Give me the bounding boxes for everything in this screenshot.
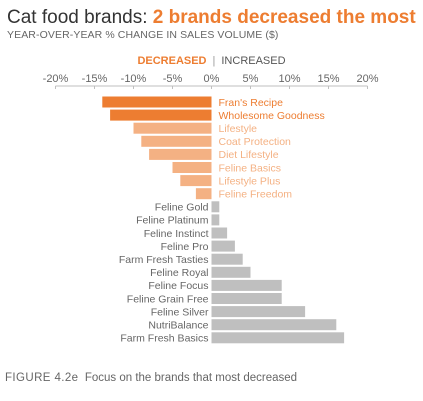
bar — [211, 279, 282, 291]
bar-label: Diet Lifestyle — [219, 149, 279, 161]
figure-caption: FIGURE 4.2e Focus on the brands that mos… — [5, 372, 297, 384]
bar-label: Feline Instinct — [144, 228, 209, 240]
chart-subtitle: YEAR-OVER-YEAR % CHANGE IN SALES VOLUME … — [7, 29, 279, 41]
x-tick-label: -5% — [163, 73, 183, 85]
bar — [211, 240, 235, 252]
bar — [211, 332, 345, 344]
x-tick-label: 5% — [243, 73, 259, 85]
bar-label: Feline Freedom — [219, 189, 293, 201]
bar-label: NutriBalance — [148, 320, 208, 332]
bar-label: Lifestyle Plus — [219, 175, 281, 187]
bar — [211, 253, 243, 265]
bar — [110, 109, 212, 121]
legend-decreased: DECREASED — [137, 55, 207, 67]
bar — [211, 306, 306, 318]
bar — [211, 227, 228, 239]
bar-label: Feline Royal — [150, 267, 208, 279]
legend: DECREASED | INCREASED — [0, 55, 423, 67]
bar — [172, 162, 212, 173]
bar — [195, 188, 212, 200]
bar-chart: -20% -15% -10% -5% 0% 5% 10% 15% 20% Fran's Recip… — [43, 73, 379, 345]
bar — [102, 96, 212, 108]
chart-title: Cat food brands: 2 brands decreased the … — [7, 7, 416, 29]
x-tick-label: 10% — [278, 73, 300, 85]
bar-label: Coat Protection — [219, 136, 292, 148]
x-tick-label: -10% — [121, 73, 147, 85]
bar-label: Feline Platinum — [136, 215, 209, 227]
bar-label: Lifestyle — [219, 123, 258, 135]
chart-title-highlight: 2 brands decreased the most — [152, 7, 416, 28]
bar — [211, 319, 337, 331]
bar-label: Wholesome Goodness — [219, 110, 325, 122]
bar-label: Feline Gold — [155, 202, 209, 214]
bar-label: Feline Pro — [161, 241, 209, 253]
bar — [141, 135, 212, 147]
bar-label: Feline Grain Free — [127, 293, 209, 305]
chart-title-prefix: Cat food brands: — [7, 7, 153, 28]
bar-label: Farm Fresh Tasties — [119, 254, 209, 266]
x-tick-label: -20% — [43, 73, 69, 85]
figure-caption-text: Focus on the brands that most decreased — [84, 372, 298, 384]
x-tick-label: -15% — [82, 73, 108, 85]
bar-label: Feline Silver — [151, 306, 209, 318]
x-tick-label: 20% — [356, 73, 378, 85]
bar-label: Farm Fresh Basics — [120, 333, 208, 345]
bar-label: Fran's Recipe — [219, 97, 284, 109]
bar-label: Feline Basics — [219, 162, 281, 174]
x-tick-label: 15% — [317, 73, 339, 85]
bar — [149, 148, 212, 160]
figure-number: FIGURE 4.2e — [5, 372, 79, 384]
bar — [133, 122, 212, 134]
bar-label: Feline Focus — [148, 280, 208, 292]
bar — [211, 201, 220, 213]
bar — [211, 214, 220, 226]
bar — [211, 293, 282, 304]
bar — [180, 175, 212, 187]
x-tick-label: 0% — [204, 73, 220, 85]
legend-separator: | — [212, 55, 216, 67]
legend-increased: INCREASED — [221, 55, 286, 67]
bar — [211, 266, 251, 278]
